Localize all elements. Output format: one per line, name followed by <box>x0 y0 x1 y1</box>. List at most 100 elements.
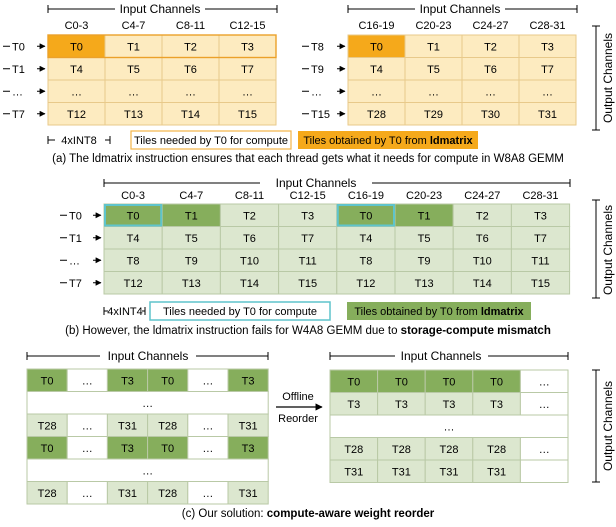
panel-a-left-cell-label: … <box>242 86 253 98</box>
panel-b-cell-label: T12 <box>356 278 375 290</box>
panel-c-left-cell-label: T3 <box>121 443 134 455</box>
panel-a-right-cell-label: … <box>542 86 553 98</box>
panel-b-col-header: C28-31 <box>522 190 558 202</box>
panel-a-left-cell-label: T7 <box>241 64 254 76</box>
panel-a-left-row-text: … <box>12 86 23 98</box>
panel-a-right-cell-label: T0 <box>370 41 383 53</box>
panel-b-legend-needed-box <box>149 301 331 321</box>
panel-c-right-cell-label: T3 <box>347 399 360 411</box>
panel-c-right-cell-label: T0 <box>347 376 360 388</box>
panel-a-left-cell-label: T1 <box>127 41 140 53</box>
panel-c-right-cell-label: T3 <box>395 399 408 411</box>
panel-a-left-cell-label: T2 <box>184 41 197 53</box>
panel-a-right-input-channels-label: Input Channels <box>420 2 501 16</box>
panel-b-cell-label: T14 <box>473 278 492 290</box>
panel-b-row-text: T7 <box>69 278 82 290</box>
panel-b-col-header: C24-27 <box>464 190 500 202</box>
panel-b-column-headers: C0-3 C4-7 C8-11 C12-15 C16-19 C20-23 C24-27 C28… <box>121 190 558 202</box>
panel-c-left-cell-label: T3 <box>242 443 255 455</box>
panel-a-right-cell-label: T28 <box>367 109 386 121</box>
panel-c-caption: (c) Our solution: compute-aware weight r… <box>0 508 616 520</box>
panel-c-left-cell-label: … <box>202 488 213 500</box>
panel-b-legend-needed-text: Tiles needed by T0 for compute <box>163 306 317 318</box>
panel-b: T0 T1 T2 T3 T0 T1 T2 T3 T4 T5 T6 T7 T4 T5 T6 T7 T8 T9 T10 T… <box>60 176 615 321</box>
panel-c-left-cell-label: T0 <box>161 375 174 387</box>
panel-c-left-cell-label: T0 <box>41 375 54 387</box>
panel-b-t0-highlight <box>104 204 163 227</box>
panel-b-legend-obtained-bold: ldmatrix <box>481 306 525 318</box>
panel-b-input-channels-label: Input Channels <box>276 176 357 190</box>
panel-a-left-cell-label: T14 <box>181 109 200 121</box>
panel-b-col-header: C16-19 <box>348 190 384 202</box>
panel-a-right-row-text: T15 <box>311 109 330 121</box>
panel-a-right-cell-label: T2 <box>484 41 497 53</box>
panel-b-col-header: C12-15 <box>290 190 326 202</box>
panel-c-right-cell-label: T28 <box>487 444 506 456</box>
panel-c-left-cell-label: T3 <box>121 375 134 387</box>
panel-b-cell-label: T9 <box>418 255 431 267</box>
panel-a-left-row-text: T1 <box>12 64 25 76</box>
panel-a-legend-needed-text: Tiles needed by T0 for compute <box>134 135 288 147</box>
panel-b-cell-label: T1 <box>185 210 198 222</box>
panel-b-cell-label: T6 <box>243 233 256 245</box>
panel-c-right-cell-label: T31 <box>440 466 459 478</box>
panel-a-left-input-channels-label: Input Channels <box>120 2 201 16</box>
panel-a-right-cell-label: T31 <box>538 109 557 121</box>
panel-b-row-text: T0 <box>69 210 82 222</box>
panel-b-cell-label: T3 <box>534 210 547 222</box>
panel-b-legend-obtained-box <box>347 302 531 320</box>
panel-a-left-row-labels: T0 T1 … T7 <box>3 41 46 121</box>
panel-b-col-header: C0-3 <box>121 190 145 202</box>
panel-a-left-grid: T0 T1 T2 T3 T4 T5 T6 T7 … … … … T12 T13 T14 T15 <box>47 34 277 126</box>
panel-a-left-cell-label: … <box>71 86 82 98</box>
panel-c-right-cell-label: T31 <box>344 466 363 478</box>
panel-b-cell-label: T10 <box>473 255 492 267</box>
panel-c-left-cell-label: T31 <box>118 488 137 500</box>
panel-b-width-label-bg <box>108 304 142 318</box>
panel-a-left-cell-label: T5 <box>127 64 140 76</box>
panel-c-arrow-label-line2: Reorder <box>278 413 318 425</box>
panel-a-width-label: 4xINT8 <box>61 135 96 147</box>
panel-c-left-ellipsis-row-label: … <box>142 465 153 477</box>
panel-b-t0-highlight <box>336 204 395 227</box>
panel-b-row-labels: T0 T1 … T7 <box>60 210 102 290</box>
panel-a-right-cell-label: … <box>485 86 496 98</box>
panel-a-right-grid: T0 T1 T2 T3 T4 T5 T6 T7 … … … … T28 T29 T30 T31 <box>347 34 577 126</box>
panel-b-cell <box>510 271 571 295</box>
panel-c-right-cell-label: … <box>539 444 550 456</box>
panel-c-right-cell-label: … <box>539 376 550 388</box>
panel-b-cell-label: T11 <box>531 255 549 267</box>
panel-a-left-cell-label: … <box>128 86 139 98</box>
panel-a-left-cell <box>218 102 277 126</box>
panel-b-cell-label: T10 <box>240 255 259 267</box>
panel-c-left-cell-label: … <box>82 488 93 500</box>
panel-b-cell-label: T5 <box>418 233 431 245</box>
panel-a-legend-obtained-prefix: Tiles obtained by T0 from <box>303 135 430 147</box>
panel-c-left-cell-label: … <box>82 443 93 455</box>
panel-c-right-cell-label: T28 <box>440 444 459 456</box>
panel-a-left-row-text: T7 <box>12 109 25 121</box>
panel-a-left-cell-label: T0 <box>70 41 83 53</box>
panel-b-cell-label: T7 <box>301 233 314 245</box>
panel-b-caption: (b) However, the ldmatrix instruction fa… <box>0 325 616 337</box>
panel-a-left-needed-highlight <box>47 34 277 59</box>
panel-a-right-row-text: T8 <box>311 41 324 53</box>
panel-c-right-cell-label: T28 <box>392 444 411 456</box>
panel-c-right-grid: T0 T0 T0 T0 … T3 T3 T3 T3 … … T28 T28 T28 T28 … T31 T31 T3… <box>329 369 569 483</box>
panel-c-right-cell-label: T3 <box>490 399 503 411</box>
panel-b-cell-label: T13 <box>182 278 201 290</box>
panel-c-right-cell-label: T0 <box>395 376 408 388</box>
panel-b-col-header: C20-23 <box>406 190 442 202</box>
panel-a-left-cell-label: T12 <box>67 109 86 121</box>
panel-b-cell-label: T2 <box>476 210 489 222</box>
panel-c-right-cell-label: T28 <box>344 444 363 456</box>
panel-b-legend-obtained-text: Tiles obtained by T0 from ldmatrix <box>354 306 524 318</box>
panel-c-right-cell-label: T3 <box>443 399 456 411</box>
panel-a-left-cell-label: T4 <box>70 64 83 76</box>
panel-c-left-cell-label: T31 <box>239 488 258 500</box>
panel-c: T0 … T3 T0 … T3 … T28 … T31 T28 … T31 T0 … T3 T0 … T3 … T28 …… <box>26 349 615 505</box>
panel-b-cell-label: T8 <box>359 255 372 267</box>
panel-c-right-cell-label: T0 <box>490 376 503 388</box>
panel-b-cell-label: T2 <box>243 210 256 222</box>
